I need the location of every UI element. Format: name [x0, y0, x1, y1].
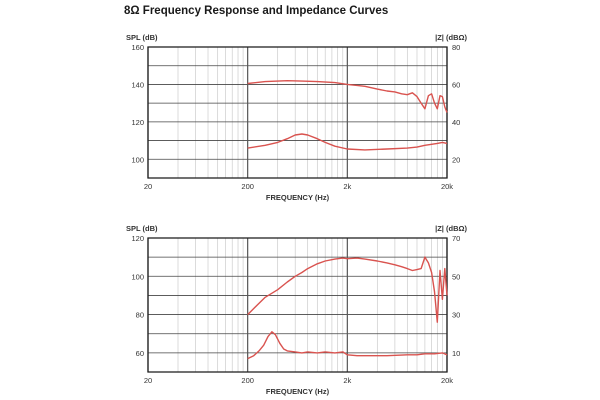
x-tick-label: 20: [144, 376, 152, 385]
x-tick-label: 20: [144, 182, 152, 191]
y-axis-label: SPL (dB): [126, 33, 158, 42]
chart-2: 60 80 100 120 10 30 50 70 20 200 2k 20k SPL (dB) |Z| …: [126, 224, 467, 396]
y2-axis-label: |Z| (dBΩ): [435, 33, 467, 42]
x-tick-label: 20k: [441, 376, 453, 385]
x-tick-label: 2k: [343, 376, 351, 385]
x-tick-label: 200: [241, 376, 254, 385]
x-tick-label: 200: [241, 182, 254, 191]
series-line-1: [247, 79, 448, 113]
y-tick-label: 100: [131, 155, 144, 164]
y2-axis-label: |Z| (dBΩ): [435, 224, 467, 233]
y-tick-label: 80: [136, 311, 144, 320]
y2-tick-label: 80: [452, 43, 460, 52]
x-tick-label: 20k: [441, 182, 453, 191]
y-tick-label: 140: [131, 80, 144, 89]
y2-tick-label: 60: [452, 80, 460, 89]
y2-tick-label: 30: [452, 311, 460, 320]
y2-tick-label: 40: [452, 118, 460, 127]
series-line-2: [247, 331, 448, 360]
y2-tick-label: 70: [452, 234, 460, 243]
plot-frame: [147, 237, 448, 373]
y-axis-label: SPL (dB): [126, 224, 158, 233]
y-tick-label: 100: [131, 272, 144, 281]
page-title: 8Ω Frequency Response and Impedance Curv…: [124, 5, 389, 17]
x-axis-label: FREQUENCY (Hz): [266, 387, 330, 396]
y2-tick-label: 20: [452, 155, 460, 164]
x-tick-label: 2k: [343, 182, 351, 191]
y-tick-label: 60: [136, 349, 144, 358]
y-tick-label: 120: [131, 118, 144, 127]
series-line-2: [247, 133, 448, 151]
y-tick-label: 120: [131, 234, 144, 243]
x-axis-label: FREQUENCY (Hz): [266, 193, 330, 202]
y-tick-label: 160: [131, 43, 144, 52]
y2-tick-label: 50: [452, 272, 460, 281]
chart-1: 100 120 140 160 20 40 60 80 20 200 2k 20k SPL (dB) |Z…: [126, 33, 467, 202]
plot-frame: [147, 46, 448, 179]
y2-tick-label: 10: [452, 349, 460, 358]
series-line-1: [247, 256, 448, 323]
